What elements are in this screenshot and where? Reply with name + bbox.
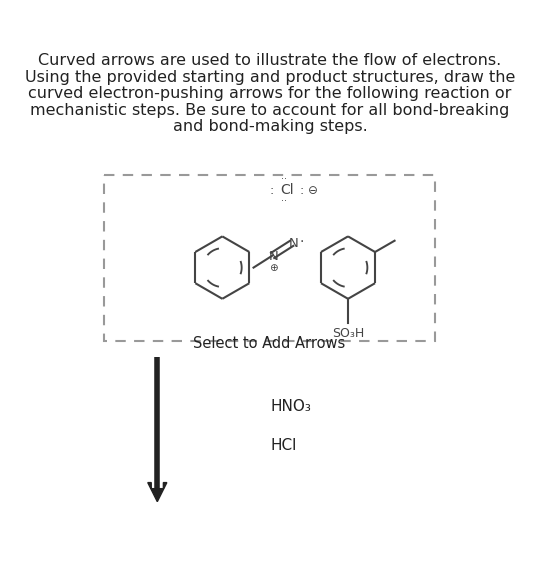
Text: :: : — [299, 184, 303, 197]
Text: HCl: HCl — [270, 438, 296, 453]
Text: Select to Add Arrows: Select to Add Arrows — [193, 336, 345, 351]
Text: ⊕: ⊕ — [269, 263, 278, 273]
Text: Curved arrows are used to illustrate the flow of electrons.: Curved arrows are used to illustrate the… — [38, 53, 502, 68]
Text: ·: · — [299, 234, 303, 249]
Text: Using the provided starting and product structures, draw the: Using the provided starting and product … — [25, 70, 515, 85]
FancyArrow shape — [148, 483, 167, 502]
Text: curved electron-pushing arrows for the following reaction or: curved electron-pushing arrows for the f… — [28, 86, 512, 101]
Text: ⊖: ⊖ — [308, 184, 318, 197]
Text: HNO₃: HNO₃ — [270, 399, 311, 414]
Text: :: : — [269, 184, 274, 197]
Text: ··: ·· — [281, 174, 287, 184]
Text: mechanistic steps. Be sure to account for all bond-breaking: mechanistic steps. Be sure to account fo… — [30, 103, 510, 118]
Text: and bond-making steps.: and bond-making steps. — [173, 119, 367, 134]
Text: N: N — [288, 237, 298, 250]
Text: N: N — [268, 250, 278, 263]
Text: SO₃H: SO₃H — [332, 327, 364, 340]
Text: Cl: Cl — [280, 183, 294, 197]
Text: ··: ·· — [281, 196, 287, 207]
